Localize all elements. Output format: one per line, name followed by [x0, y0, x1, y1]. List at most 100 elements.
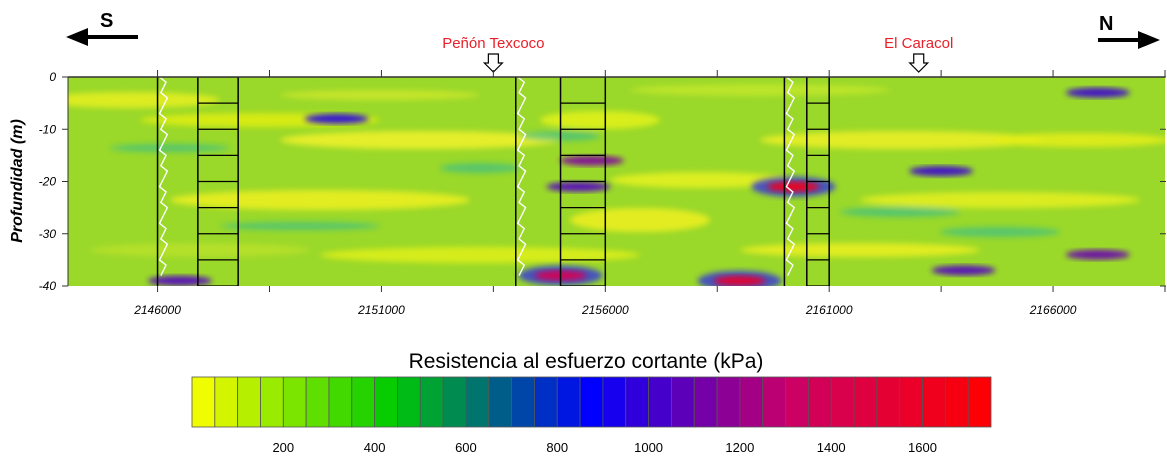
- colorbar-swatch: [282, 376, 307, 428]
- colorbar-swatch: [785, 376, 809, 428]
- y-axis-label: Profundidad (m): [9, 119, 26, 243]
- heatmap-low-band-0: [147, 275, 212, 286]
- colorbar-swatch: [465, 376, 490, 428]
- x-tick-label-1: 2151000: [357, 303, 405, 317]
- colorbar-swatch: [967, 376, 992, 428]
- colorbar-swatch: [442, 376, 467, 428]
- colorbar-swatch: [648, 376, 672, 428]
- heatmap-background-4: [540, 111, 660, 129]
- heatmap-low-band-2: [546, 181, 611, 192]
- borehole-logs: [156, 77, 830, 286]
- y-tick-label-4: -40: [39, 279, 57, 293]
- colorbar-tick-label-7: 1600: [908, 440, 937, 455]
- colorbar-title: Resistencia al esfuerzo cortante (kPa): [409, 350, 764, 373]
- colorbar-swatch: [374, 376, 398, 428]
- colorbar-tick-label-1: 400: [364, 440, 386, 455]
- location-0: Peñón Texcoco: [442, 35, 545, 73]
- colorbar: 200 400 600 800 1000 1200 1400 1600: [191, 376, 992, 455]
- heatmap-background-10: [740, 243, 980, 257]
- location-label-0: Peñón Texcoco: [442, 35, 544, 52]
- colorbar-swatch: [579, 376, 604, 428]
- heatmap-transition-5: [840, 207, 960, 217]
- colorbar-swatch: [853, 376, 878, 428]
- colorbar-swatch: [511, 376, 535, 428]
- x-axis: 2146000 2151000 2156000 2161000 2166000: [133, 70, 1166, 317]
- colorbar-swatch: [602, 376, 627, 428]
- colorbar-swatch: [419, 376, 444, 428]
- borehole-2: [783, 77, 830, 286]
- colorbar-tick-label-2: 600: [455, 440, 477, 455]
- heatmap-low-band-1: [559, 155, 624, 166]
- colorbar-swatch: [556, 376, 581, 428]
- colorbar-swatch: [488, 376, 512, 428]
- y-tick-label-2: -20: [39, 175, 57, 189]
- heatmap-background-6: [610, 172, 790, 188]
- heatmap-background-8: [860, 192, 1140, 208]
- borehole-0: [156, 77, 239, 286]
- colorbar-swatch: [305, 376, 330, 428]
- north-arrow: N: [1098, 13, 1160, 49]
- heatmap-background-11: [990, 133, 1165, 147]
- south-label: S: [100, 10, 113, 32]
- heatmap-background-9: [320, 247, 640, 263]
- colorbar-swatch: [328, 376, 353, 428]
- heatmap-low-band-7: [931, 265, 996, 276]
- heatmap-low-band-6: [304, 113, 369, 124]
- colorbar-tick-label-0: 200: [272, 440, 294, 455]
- plot-area: [67, 76, 1165, 286]
- colorbar-swatch: [237, 376, 261, 428]
- heatmap-transition-0: [440, 163, 520, 173]
- colorbar-swatch: [214, 376, 239, 428]
- colorbar-swatch: [397, 376, 421, 428]
- borehole-1: [515, 77, 607, 286]
- y-tick-label-1: -10: [39, 122, 57, 136]
- heatmap-transition-2: [110, 144, 230, 152]
- colorbar-swatch: [944, 376, 969, 428]
- x-tick-label-0: 2146000: [133, 303, 181, 317]
- colorbar-tick-label-5: 1200: [725, 440, 754, 455]
- heatmap-background-12: [90, 243, 310, 257]
- location-label-1: El Caracol: [884, 35, 953, 52]
- heatmap-background-14: [280, 90, 480, 100]
- colorbar-swatch: [762, 376, 786, 428]
- heatmap-transition-4: [220, 222, 380, 230]
- colorbar-swatch: [716, 376, 741, 428]
- colorbar-swatch: [191, 376, 216, 428]
- heatmap-background-3: [170, 190, 470, 210]
- colorbar-swatch: [922, 376, 946, 428]
- heatmap-background-5: [570, 208, 710, 232]
- colorbar-swatch: [534, 376, 558, 428]
- heatmap-high-zone-1: [713, 275, 766, 286]
- colorbar-swatch: [693, 376, 718, 428]
- colorbar-tick-label-4: 1000: [634, 440, 663, 455]
- x-tick-label-2: 2156000: [581, 303, 629, 317]
- heatmap-high-zone-0: [767, 181, 820, 192]
- north-label: N: [1099, 13, 1113, 35]
- colorbar-swatch: [899, 376, 923, 428]
- x-tick-label-3: 2161000: [805, 303, 853, 317]
- y-tick-label-3: -30: [39, 227, 57, 241]
- heatmap-background-7: [760, 131, 1040, 149]
- colorbar-swatch: [830, 376, 855, 428]
- colorbar-swatch: [625, 376, 649, 428]
- y-tick-label-0: 0: [49, 70, 56, 84]
- location-markers: Peñón Texcoco El Caracol: [442, 35, 953, 73]
- heatmap-low-band-3: [909, 166, 974, 177]
- colorbar-swatch: [671, 376, 695, 428]
- location-1: El Caracol: [884, 35, 953, 73]
- heatmap-background-2: [280, 131, 560, 149]
- colorbar-tick-label-6: 1400: [817, 440, 846, 455]
- colorbar-tick-label-3: 800: [546, 440, 568, 455]
- colorbar-swatch: [876, 376, 901, 428]
- location-arrow-icon-1: [908, 53, 930, 73]
- colorbar-swatch: [739, 376, 764, 428]
- colorbar-swatch: [807, 376, 832, 428]
- colorbar-swatch: [351, 376, 376, 428]
- south-arrow: S: [66, 10, 138, 46]
- heatmap-transition-3: [940, 227, 1060, 237]
- heatmap-background-13: [630, 84, 890, 96]
- heatmap-background-0: [68, 92, 220, 108]
- x-tick-label-4: 2166000: [1029, 303, 1077, 317]
- colorbar-swatch: [260, 376, 284, 428]
